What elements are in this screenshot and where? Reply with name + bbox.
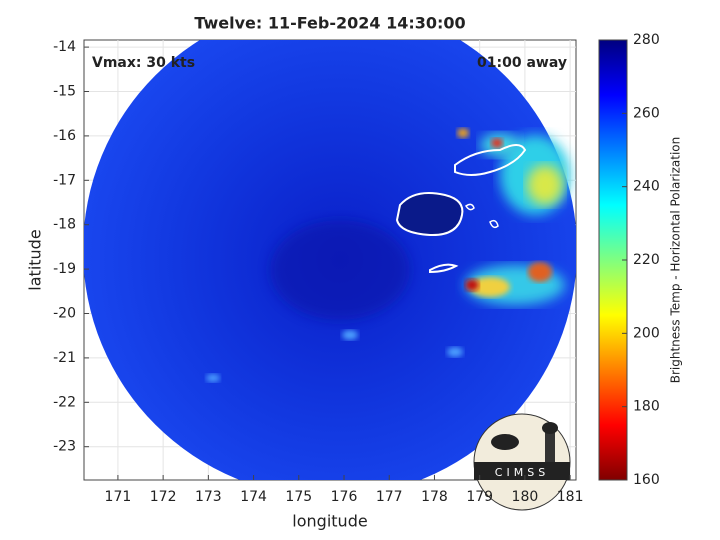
colorbar-tick-label: 180 bbox=[633, 399, 660, 415]
x-tick-label: 178 bbox=[421, 489, 448, 505]
y-tick-label: -18 bbox=[53, 217, 76, 233]
x-tick-label: 177 bbox=[376, 489, 403, 505]
y-tick-label: -20 bbox=[53, 306, 76, 322]
y-tick-label: -19 bbox=[53, 261, 76, 277]
x-axis-label: longitude bbox=[292, 512, 367, 531]
x-tick-label: 181 bbox=[557, 489, 584, 505]
y-axis-label: latitude bbox=[26, 229, 45, 290]
annotation: 01:00 away bbox=[477, 55, 567, 71]
y-tick-label: -14 bbox=[53, 39, 76, 55]
x-tick-label: 171 bbox=[105, 489, 132, 505]
colorbar-tick-label: 260 bbox=[633, 105, 660, 121]
colorbar-tick-label: 220 bbox=[633, 252, 660, 268]
logo: CIMSS bbox=[473, 413, 571, 511]
annotation: Vmax: 30 kts bbox=[92, 55, 195, 71]
x-tick-label: 176 bbox=[331, 489, 358, 505]
colorbar-tick-label: 280 bbox=[633, 32, 660, 48]
chart-title: Twelve: 11-Feb-2024 14:30:00 bbox=[194, 14, 465, 33]
colorbar-tick-label: 240 bbox=[633, 179, 660, 195]
colorbar-tick-label: 160 bbox=[633, 472, 660, 488]
x-tick-label: 173 bbox=[195, 489, 222, 505]
y-tick-label: -21 bbox=[53, 350, 76, 366]
x-tick-label: 174 bbox=[240, 489, 267, 505]
y-tick-label: -23 bbox=[53, 439, 76, 455]
colorbar-tick-label: 200 bbox=[633, 325, 660, 341]
x-tick-label: 180 bbox=[512, 489, 539, 505]
x-tick-label: 172 bbox=[150, 489, 177, 505]
y-tick-label: -16 bbox=[53, 128, 76, 144]
x-tick-label: 175 bbox=[285, 489, 312, 505]
colorbar-label: Brightness Temp - Horizontal Polarizatio… bbox=[669, 137, 683, 384]
x-tick-label: 179 bbox=[466, 489, 493, 505]
logo-text: CIMSS bbox=[495, 466, 549, 479]
y-tick-label: -22 bbox=[53, 394, 76, 410]
satellite-image bbox=[84, 40, 576, 480]
y-tick-label: -15 bbox=[53, 84, 76, 100]
y-tick-label: -17 bbox=[53, 172, 76, 188]
